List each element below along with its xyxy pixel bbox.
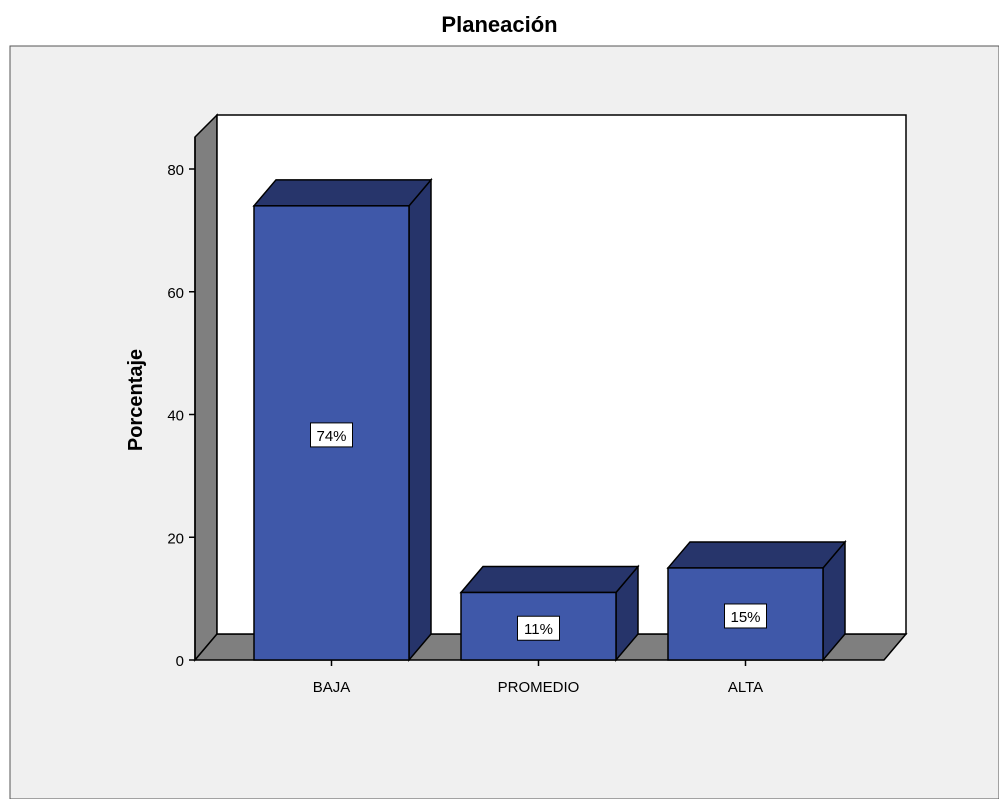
chart-title: Planeación (441, 12, 558, 37)
y-tick-label: 40 (167, 408, 184, 425)
data-label: 11% (517, 615, 560, 641)
bars: 74% 11% 15% (252, 177, 847, 663)
x-axis-ticks: BAJA PROMEDIO ALTA (313, 660, 763, 696)
bar-top (252, 179, 433, 207)
x-tick-label: PROMEDIO (498, 679, 580, 696)
data-label-text: 74% (316, 428, 346, 445)
data-label-text: 11% (524, 621, 553, 638)
bar-side (408, 177, 432, 663)
bar-promedio: 11% (459, 564, 640, 663)
side-wall (194, 113, 218, 663)
y-axis-label: Porcentaje (125, 349, 147, 451)
data-label-box (310, 422, 353, 448)
data-label: 15% (724, 603, 767, 629)
bar-baja: 74% (252, 177, 433, 663)
x-tick-label: ALTA (728, 679, 763, 696)
y-tick-label: 20 (167, 530, 184, 547)
x-tick-label: BAJA (313, 679, 351, 696)
data-label: 74% (310, 422, 353, 448)
y-tick-label: 60 (167, 285, 184, 302)
y-axis-ticks: 0 20 40 60 80 (167, 162, 195, 670)
bar-top (459, 565, 640, 594)
y-tick-label: 80 (167, 162, 184, 179)
data-label-text: 15% (730, 609, 760, 626)
bar-top (666, 541, 847, 569)
data-label-box (724, 603, 767, 629)
bar-alta: 15% (666, 539, 847, 663)
data-label-box (517, 615, 560, 641)
y-tick-label: 0 (176, 653, 184, 670)
